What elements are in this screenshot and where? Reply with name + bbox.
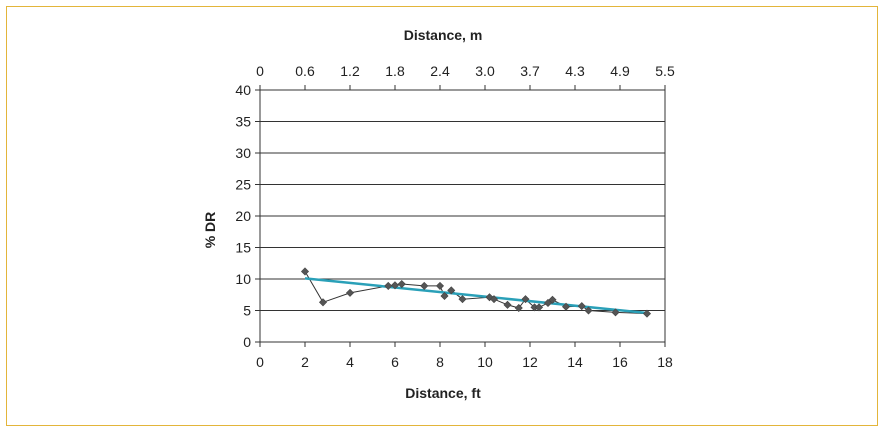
- y-tick-label: 5: [243, 303, 251, 319]
- axes: [255, 85, 666, 347]
- data-point: [420, 281, 429, 290]
- x2-tick-label: 1.8: [385, 63, 405, 79]
- x-tick-label: 4: [346, 354, 354, 370]
- x2-tick-label: 2.4: [430, 63, 450, 79]
- x-tick-label: 0: [256, 354, 264, 370]
- data-point: [489, 295, 499, 304]
- y-axis-title: % DR: [202, 212, 218, 249]
- x-tick-label: 14: [567, 354, 583, 370]
- x2-tick-label: 3.7: [520, 63, 540, 79]
- y-tick-label: 20: [235, 208, 251, 224]
- chart: 0 5 10 15 20 25 30 35 40 0 2 4 6 8 10 12 14 16 18 0 0.6 1.2 1.…: [202, 27, 675, 401]
- data-point: [548, 295, 557, 304]
- trendline: [304, 277, 648, 315]
- x-tick-label: 12: [522, 354, 538, 370]
- x-tick-label: 8: [436, 354, 444, 370]
- x2-tick-label: 4.3: [565, 63, 585, 79]
- y-tick-label: 10: [235, 271, 251, 287]
- data-point: [577, 302, 586, 311]
- x2-tick-label: 5.5: [655, 63, 675, 79]
- x2-tick-label: 0.6: [295, 63, 315, 79]
- y-tick-label: 40: [235, 82, 251, 98]
- x2-tick-label: 1.2: [340, 63, 360, 79]
- data-point: [611, 308, 620, 317]
- data-point: [521, 295, 530, 304]
- data-point: [447, 286, 456, 295]
- data-point: [543, 298, 553, 307]
- data-point: [561, 302, 571, 311]
- series: [300, 267, 652, 318]
- y-tick-label: 35: [235, 114, 251, 130]
- data-point: [390, 281, 400, 290]
- data-point: [300, 267, 310, 276]
- y-tick-label: 30: [235, 145, 251, 161]
- tick-labels: 0 5 10 15 20 25 30 35 40 0 2 4 6 8 10 12 14 16 18 0 0.6 1.2 1.…: [235, 63, 675, 370]
- data-point: [458, 295, 467, 304]
- y-tick-label: 15: [235, 240, 251, 256]
- data-point: [503, 300, 512, 309]
- x2-tick-label: 4.9: [610, 63, 630, 79]
- y-tick-label: 25: [235, 177, 251, 193]
- data-point: [534, 303, 544, 312]
- x2-tick-label: 3.0: [475, 63, 495, 79]
- data-point: [514, 303, 523, 313]
- x-tick-label: 6: [391, 354, 399, 370]
- data-point: [384, 281, 393, 290]
- data-point: [642, 309, 652, 318]
- data-point: [440, 291, 449, 301]
- x-axis-title: Distance, ft: [405, 385, 481, 401]
- y-tick-label: 0: [243, 334, 251, 350]
- x2-tick-label: 0: [256, 63, 264, 79]
- x-tick-label: 10: [477, 354, 493, 370]
- data-point: [397, 280, 406, 289]
- plot-area: [259, 89, 666, 343]
- x-tick-label: 16: [612, 354, 628, 370]
- x2-axis-title: Distance, m: [404, 27, 483, 43]
- grid: [260, 89, 665, 311]
- data-point: [318, 298, 328, 307]
- data-point: [435, 281, 445, 290]
- data-point: [584, 306, 593, 315]
- data-point: [345, 288, 355, 297]
- x-tick-label: 18: [657, 354, 673, 370]
- x-tick-label: 2: [301, 354, 309, 370]
